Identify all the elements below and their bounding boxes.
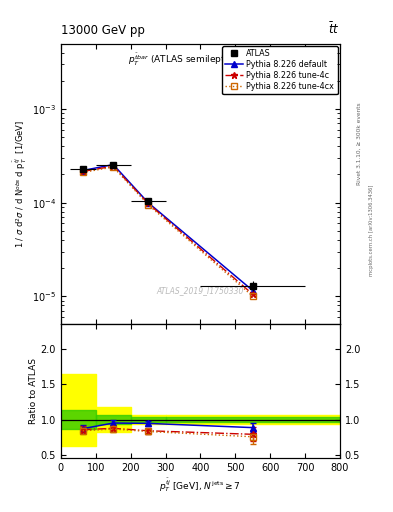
X-axis label: $p^{\bar{t}j}_T$ [GeV], $N^{\rm jets} \geq 7$: $p^{\bar{t}j}_T$ [GeV], $N^{\rm jets} \g… [160,476,241,494]
Text: 13000 GeV pp: 13000 GeV pp [61,24,145,37]
Text: mcplots.cern.ch [arXiv:1306.3436]: mcplots.cern.ch [arXiv:1306.3436] [369,185,374,276]
Text: $p_T^{\bar{t}bar}$ (ATLAS semileptonic ttbar): $p_T^{\bar{t}bar}$ (ATLAS semileptonic t… [129,52,272,68]
Text: ATLAS_2019_I1750330: ATLAS_2019_I1750330 [157,286,244,295]
Legend: ATLAS, Pythia 8.226 default, Pythia 8.226 tune-4c, Pythia 8.226 tune-4cx: ATLAS, Pythia 8.226 default, Pythia 8.22… [222,46,338,94]
Y-axis label: 1 / $\sigma$ d$^2\sigma$ / d N$^{obs}$ d p$^{\bar{t}j}_{T}$  [1/GeV]: 1 / $\sigma$ d$^2\sigma$ / d N$^{obs}$ d… [11,120,29,248]
Text: $\bar{t}t$: $\bar{t}t$ [329,22,340,37]
Text: Rivet 3.1.10, ≥ 300k events: Rivet 3.1.10, ≥ 300k events [357,102,362,185]
Y-axis label: Ratio to ATLAS: Ratio to ATLAS [29,358,38,424]
